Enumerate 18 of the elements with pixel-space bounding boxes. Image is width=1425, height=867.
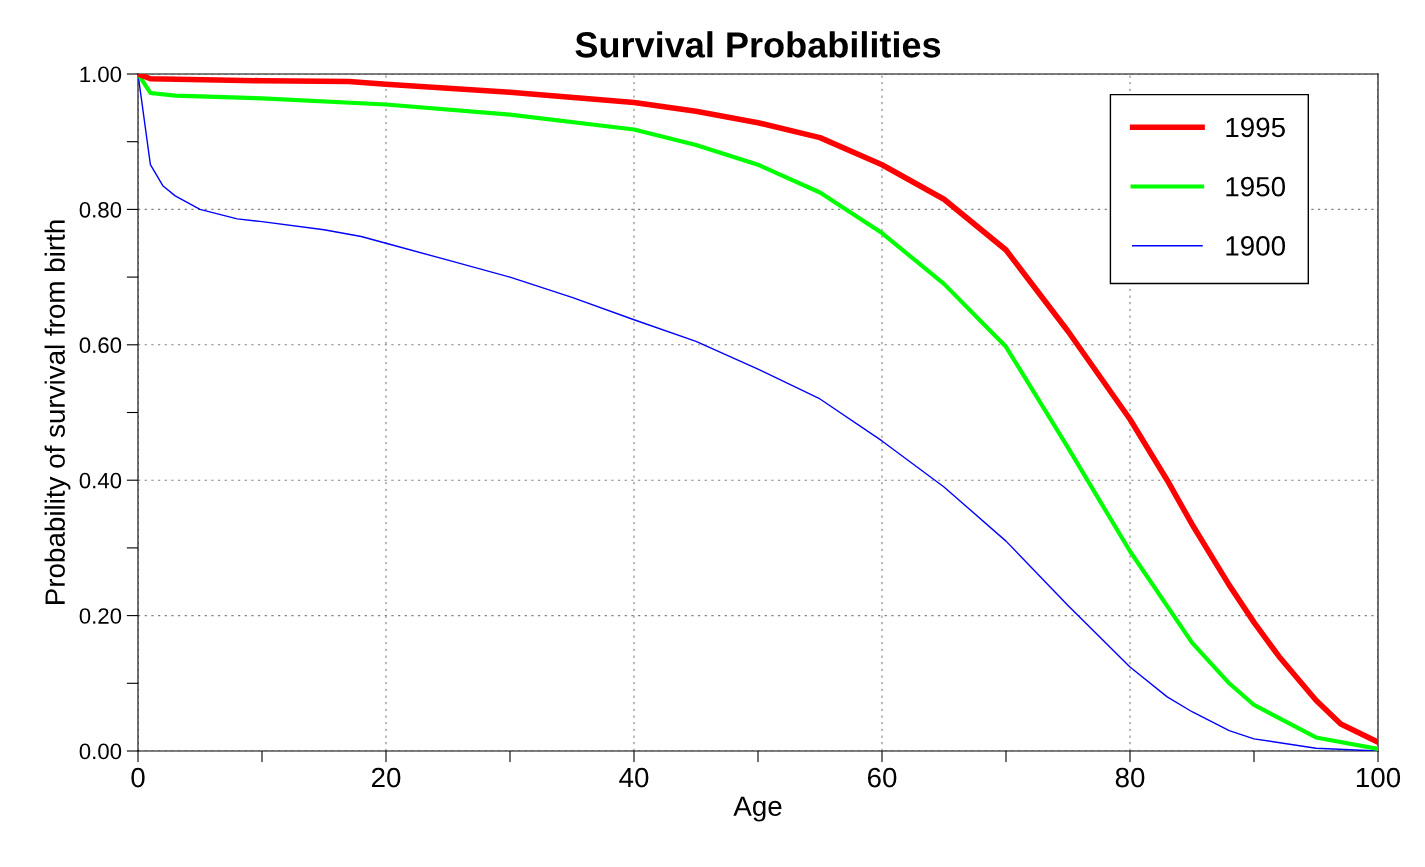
chart-title: Survival Probabilities xyxy=(575,31,941,58)
legend-label: 1950 xyxy=(1226,176,1286,197)
legend-label: 1995 xyxy=(1226,117,1285,138)
y-tick-label: 0.00 xyxy=(79,743,122,760)
legend-label: 1900 xyxy=(1226,236,1286,256)
x-tick-label: 0 xyxy=(131,767,145,788)
x-tick-label: 60 xyxy=(867,767,897,788)
x-tick-label: 20 xyxy=(371,767,401,788)
y-tick-label: 0.20 xyxy=(79,608,122,624)
y-tick-label: 1.00 xyxy=(80,66,122,83)
x-axis-title: Age xyxy=(733,796,782,822)
y-tick-label: 0.60 xyxy=(79,337,122,354)
y-axis-title: Probability of survival from birth xyxy=(44,220,71,604)
y-tick-label: 0.80 xyxy=(79,201,122,218)
y-tick-label: 0.40 xyxy=(79,472,122,489)
x-tick-label: 100 xyxy=(1356,767,1401,788)
x-tick-label: 80 xyxy=(1115,767,1145,788)
x-tick-label: 40 xyxy=(619,767,649,788)
